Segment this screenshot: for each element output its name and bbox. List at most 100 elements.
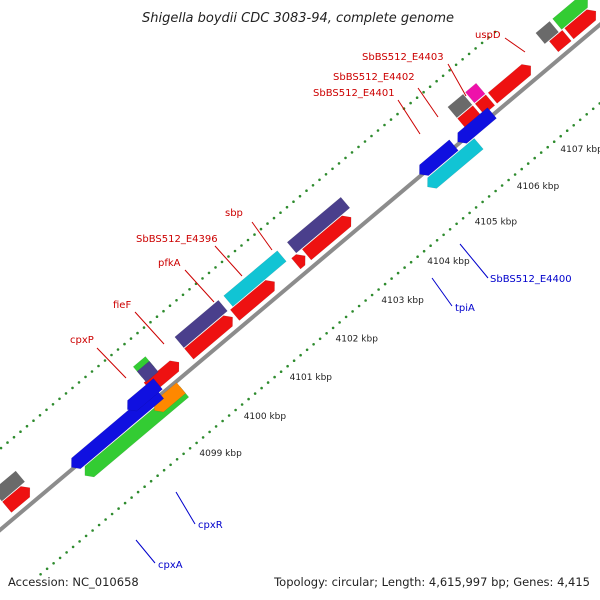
- label-leader: [504, 37, 526, 53]
- tick-dot-inner: [175, 458, 179, 461]
- tick-dot-inner: [110, 512, 114, 516]
- tick-dot-inner: [97, 523, 101, 527]
- tick-label: 4103 kbp: [381, 296, 424, 306]
- label-leader-lines: [96, 37, 526, 564]
- tick-dot-inner: [149, 479, 153, 483]
- tick-dot-outer: [448, 69, 451, 72]
- tick-label: 4099 kbp: [199, 449, 242, 459]
- label-leader: [417, 87, 439, 118]
- tick-dot-outer: [129, 337, 133, 340]
- tick-dot-outer: [357, 145, 360, 149]
- tick-dot-inner: [65, 551, 68, 554]
- tick-dot-inner: [390, 277, 393, 280]
- tick-dot-outer: [279, 211, 282, 214]
- tick-label: 4102 kbp: [336, 335, 379, 345]
- gene-feature: [154, 382, 186, 413]
- tick-dot-outer: [227, 255, 230, 258]
- tick-label: 4106 kbp: [517, 182, 560, 192]
- tick-dot-outer: [396, 112, 399, 116]
- tick-dot-outer: [25, 424, 29, 428]
- tick-dot-inner: [201, 436, 205, 439]
- gene-label: fieF: [113, 300, 131, 311]
- tick-dot-outer: [415, 96, 419, 99]
- tick-dot-outer: [220, 260, 224, 264]
- tick-dot-inner: [565, 129, 569, 132]
- tick-dot-inner: [39, 573, 42, 576]
- tick-dot-outer: [272, 216, 276, 220]
- gene-feature: [552, 0, 588, 30]
- tick-dot-inner: [188, 447, 192, 450]
- tick-dot-inner: [591, 107, 595, 111]
- tick-dot-outer: [19, 430, 22, 434]
- tick-dot-outer: [201, 277, 204, 280]
- gene-feature: [465, 82, 486, 104]
- tick-dot-outer: [45, 408, 48, 412]
- tick-dot-outer: [142, 326, 146, 329]
- tick-dot-inner: [273, 375, 276, 379]
- tick-dot-inner: [266, 381, 270, 384]
- tick-dot-inner: [351, 310, 354, 313]
- tick-dot-inner: [221, 419, 224, 423]
- label-leader: [459, 243, 489, 279]
- tick-dot-outer: [155, 315, 159, 319]
- tick-dot-outer: [233, 249, 237, 253]
- tick-dot-rows: [0, 30, 600, 576]
- tick-dot-outer: [253, 233, 256, 236]
- gene-feature: [174, 299, 228, 349]
- gene-label: SbBS512_E4396: [136, 234, 218, 245]
- gene-feature: [487, 64, 532, 104]
- tick-dot-outer: [337, 162, 341, 165]
- tick-dot-outer: [292, 200, 295, 203]
- genome-summary-text: Topology: circular; Length: 4,615,997 bp…: [273, 575, 590, 589]
- tick-dot-inner: [162, 468, 166, 472]
- tick-dot-outer: [71, 386, 74, 390]
- tick-dot-inner: [572, 124, 575, 127]
- tick-dot-inner: [533, 156, 536, 160]
- tick-dot-inner: [195, 441, 198, 445]
- gene-feature: [286, 196, 351, 254]
- tick-dot-outer: [467, 52, 471, 56]
- tick-dot-inner: [357, 304, 361, 308]
- tick-dot-inner: [487, 195, 491, 198]
- tick-dot-outer: [376, 129, 380, 132]
- tick-dot-outer: [370, 134, 373, 138]
- tick-dot-outer: [110, 353, 113, 357]
- label-leader: [175, 491, 196, 525]
- tick-dot-outer: [474, 47, 477, 50]
- tick-dot-outer: [116, 348, 120, 351]
- tick-dot-inner: [526, 162, 530, 165]
- tick-dot-inner: [500, 184, 504, 187]
- tick-dot-inner: [84, 534, 88, 538]
- tick-dot-outer: [409, 101, 412, 105]
- tick-dot-outer: [175, 299, 178, 302]
- tick-dot-outer: [435, 79, 438, 83]
- tick-dot-inner: [117, 507, 120, 510]
- gene-feature: [427, 138, 484, 189]
- tick-dot-outer: [240, 244, 243, 247]
- gene-label: pfkA: [158, 258, 181, 269]
- tick-labels: 4099 kbp 4100 kbp 4101 kbp 4102 kbp 4103 kbp…: [199, 145, 600, 459]
- tick-dot-inner: [91, 529, 94, 532]
- tick-dot-outer: [149, 320, 152, 324]
- tick-dot-inner: [52, 562, 55, 565]
- tick-dot-inner: [448, 228, 452, 231]
- tick-dot-inner: [156, 474, 159, 478]
- tick-dot-inner: [292, 359, 296, 363]
- tick-dot-outer: [207, 271, 211, 275]
- gene-feature: [223, 250, 287, 307]
- tick-label: 4104 kbp: [427, 257, 470, 267]
- tick-dot-inner: [312, 343, 315, 346]
- label-leader: [447, 63, 467, 97]
- tick-dot-outer: [487, 36, 490, 39]
- tick-dot-inner: [247, 397, 250, 401]
- tick-dot-inner: [253, 392, 257, 395]
- tick-dot-outer: [428, 85, 432, 88]
- tick-label: 4100 kbp: [244, 412, 287, 422]
- gene-features: [0, 0, 597, 513]
- tick-dot-inner: [214, 425, 218, 428]
- tick-dot-inner: [442, 233, 445, 237]
- tick-dot-inner: [182, 452, 185, 456]
- tick-dot-outer: [97, 364, 100, 368]
